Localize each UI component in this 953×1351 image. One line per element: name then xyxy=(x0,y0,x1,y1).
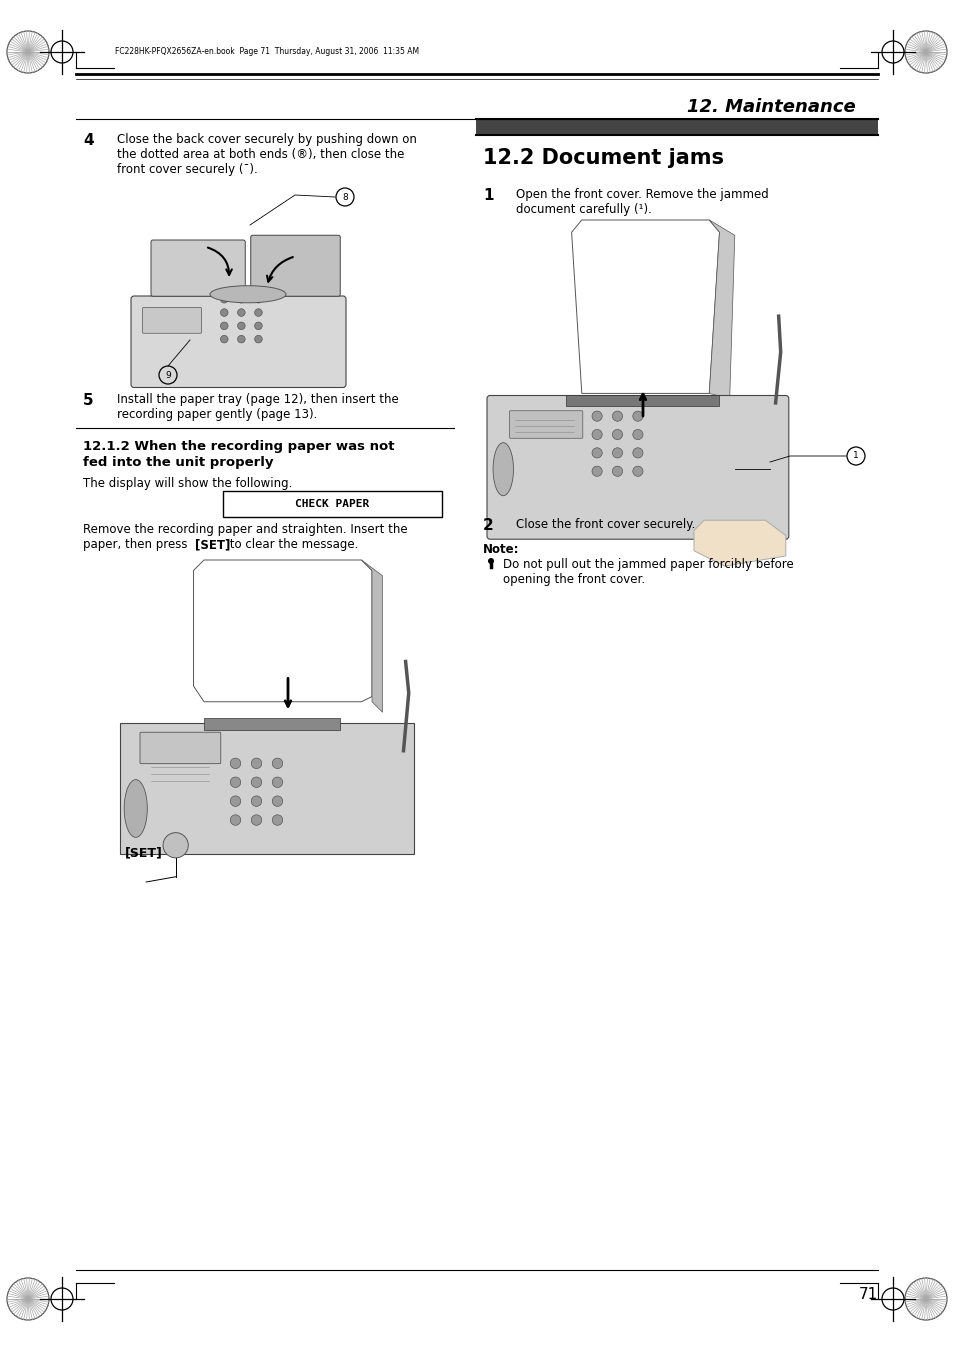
Text: recording paper gently (page 13).: recording paper gently (page 13). xyxy=(117,408,317,422)
Circle shape xyxy=(251,815,261,825)
FancyBboxPatch shape xyxy=(486,396,788,539)
Text: document carefully (¹).: document carefully (¹). xyxy=(516,203,651,216)
FancyBboxPatch shape xyxy=(131,296,346,388)
FancyBboxPatch shape xyxy=(251,235,340,296)
Circle shape xyxy=(254,296,262,303)
Circle shape xyxy=(592,466,601,477)
Ellipse shape xyxy=(493,443,513,496)
Text: Install the paper tray (page 12), then insert the: Install the paper tray (page 12), then i… xyxy=(117,393,398,407)
FancyBboxPatch shape xyxy=(476,119,877,135)
Text: opening the front cover.: opening the front cover. xyxy=(502,573,644,586)
Circle shape xyxy=(254,335,262,343)
Circle shape xyxy=(612,447,622,458)
Text: [SET]: [SET] xyxy=(194,538,230,551)
Text: 5: 5 xyxy=(83,393,93,408)
Ellipse shape xyxy=(210,285,286,303)
Polygon shape xyxy=(120,723,414,854)
Polygon shape xyxy=(571,220,719,393)
Text: 1: 1 xyxy=(852,451,858,461)
Circle shape xyxy=(237,296,245,303)
Text: Do not pull out the jammed paper forcibly before: Do not pull out the jammed paper forcibl… xyxy=(502,558,793,571)
Circle shape xyxy=(272,815,282,825)
Text: 12.2 Document jams: 12.2 Document jams xyxy=(482,149,723,168)
Circle shape xyxy=(220,296,228,303)
Text: 8: 8 xyxy=(342,192,348,201)
FancyBboxPatch shape xyxy=(566,396,719,405)
Text: Remove the recording paper and straighten. Insert the: Remove the recording paper and straighte… xyxy=(83,523,407,536)
Circle shape xyxy=(272,758,282,769)
Circle shape xyxy=(254,322,262,330)
Circle shape xyxy=(163,832,188,858)
FancyBboxPatch shape xyxy=(140,732,220,763)
Ellipse shape xyxy=(124,780,147,838)
Circle shape xyxy=(592,447,601,458)
Text: FC228HK-PFQX2656ZA-en.book  Page 71  Thursday, August 31, 2006  11:35 AM: FC228HK-PFQX2656ZA-en.book Page 71 Thurs… xyxy=(115,46,418,55)
Text: Open the front cover. Remove the jammed: Open the front cover. Remove the jammed xyxy=(516,188,768,201)
Circle shape xyxy=(272,796,282,807)
Text: Note:: Note: xyxy=(482,543,519,557)
Circle shape xyxy=(230,758,240,769)
Circle shape xyxy=(632,447,642,458)
Circle shape xyxy=(488,558,494,563)
Text: 71: 71 xyxy=(858,1288,877,1302)
Text: front cover securely (¯).: front cover securely (¯). xyxy=(117,163,257,176)
FancyBboxPatch shape xyxy=(509,411,582,438)
Text: 12. Maintenance: 12. Maintenance xyxy=(686,99,855,116)
Text: the dotted area at both ends (®), then close the: the dotted area at both ends (®), then c… xyxy=(117,149,404,161)
FancyBboxPatch shape xyxy=(223,490,441,517)
Text: 1: 1 xyxy=(482,188,493,203)
Circle shape xyxy=(612,430,622,439)
Text: 2: 2 xyxy=(482,517,494,534)
Circle shape xyxy=(251,777,261,788)
Circle shape xyxy=(237,335,245,343)
Text: fed into the unit properly: fed into the unit properly xyxy=(83,457,274,469)
Circle shape xyxy=(632,466,642,477)
Text: Close the back cover securely by pushing down on: Close the back cover securely by pushing… xyxy=(117,132,416,146)
Polygon shape xyxy=(193,561,372,701)
Circle shape xyxy=(220,322,228,330)
Text: paper, then press: paper, then press xyxy=(83,538,191,551)
Text: The display will show the following.: The display will show the following. xyxy=(83,477,292,490)
Circle shape xyxy=(632,430,642,439)
Circle shape xyxy=(251,796,261,807)
Circle shape xyxy=(220,309,228,316)
Text: to clear the message.: to clear the message. xyxy=(226,538,358,551)
Circle shape xyxy=(230,815,240,825)
FancyBboxPatch shape xyxy=(142,308,201,334)
Text: CHECK PAPER: CHECK PAPER xyxy=(295,499,369,509)
Polygon shape xyxy=(361,561,382,712)
FancyBboxPatch shape xyxy=(204,717,340,730)
Circle shape xyxy=(237,309,245,316)
Text: 4: 4 xyxy=(83,132,93,149)
Circle shape xyxy=(251,758,261,769)
Circle shape xyxy=(230,777,240,788)
Circle shape xyxy=(272,777,282,788)
Circle shape xyxy=(632,411,642,422)
Circle shape xyxy=(220,335,228,343)
Circle shape xyxy=(612,466,622,477)
Circle shape xyxy=(592,411,601,422)
Circle shape xyxy=(254,309,262,316)
Circle shape xyxy=(230,796,240,807)
Text: [SET]: [SET] xyxy=(125,846,163,859)
Text: 12.1.2 When the recording paper was not: 12.1.2 When the recording paper was not xyxy=(83,440,395,453)
Polygon shape xyxy=(693,520,785,566)
Polygon shape xyxy=(709,220,734,399)
Text: Close the front cover securely.: Close the front cover securely. xyxy=(516,517,695,531)
Circle shape xyxy=(612,411,622,422)
Circle shape xyxy=(237,322,245,330)
Text: 9: 9 xyxy=(165,370,171,380)
Circle shape xyxy=(592,430,601,439)
FancyBboxPatch shape xyxy=(151,240,245,296)
